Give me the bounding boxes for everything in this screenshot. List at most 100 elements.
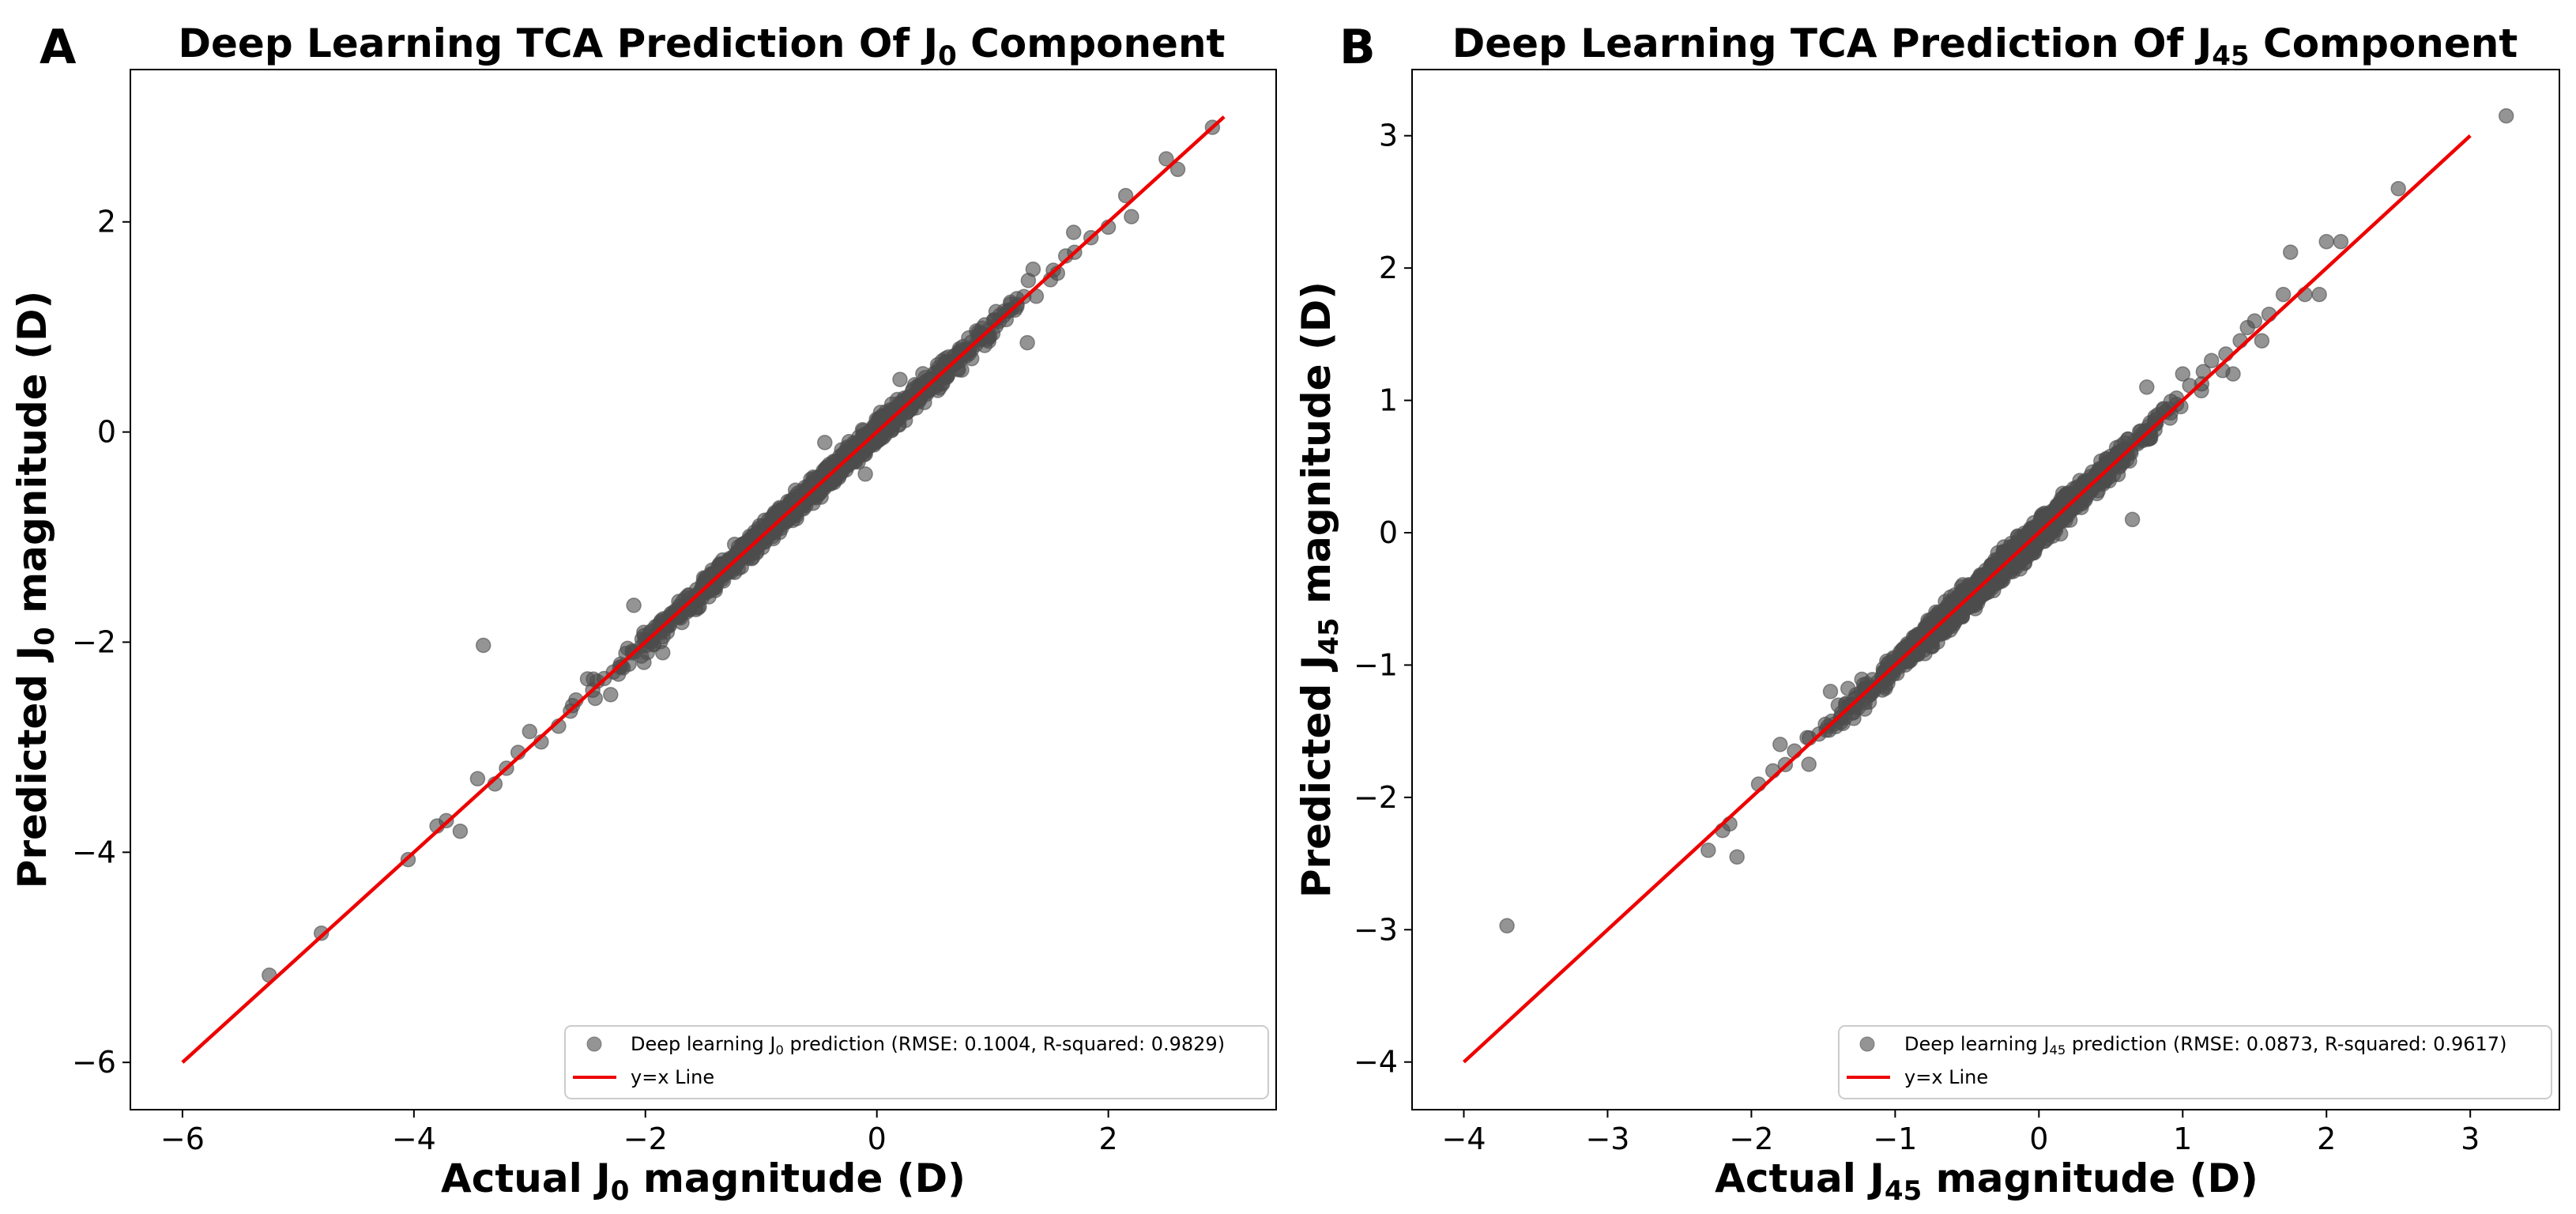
scatter-point [2333, 233, 2349, 250]
y-tick-label: 2 [97, 205, 116, 239]
scatter-point [469, 771, 486, 787]
identity-line-a [181, 115, 1226, 1064]
y-tick-label: 1 [1379, 383, 1398, 418]
legend-label-line-b: y=x Line [1904, 1066, 1988, 1088]
scatter-point [1772, 737, 1788, 752]
scatter-point [687, 601, 704, 617]
scatter-point [2139, 379, 2155, 395]
scatter-point [1840, 681, 1856, 696]
scatter-point [1124, 209, 1139, 224]
scatter-point [2498, 107, 2514, 124]
x-axis-label-b: Actual J45 magnitude (D) [1715, 1156, 2258, 1207]
y-equals-x-line [1462, 134, 2472, 1064]
legend-label-line-a: y=x Line [631, 1066, 714, 1088]
scatter-point [1822, 684, 1839, 699]
scatter-point [671, 594, 687, 609]
chart-title-a: Deep Learning TCA Prediction Of J0 Compo… [179, 21, 1226, 72]
scatter-point [1830, 697, 1847, 713]
legend-marker-scatter-a [586, 1036, 602, 1052]
scatter-point [769, 504, 785, 521]
scatter-point [855, 423, 872, 439]
ticks-a: −6 −4 −2 0 2 −6 −4 −2 0 2 [72, 205, 1118, 1156]
panel-letter-a: A [40, 20, 77, 75]
x-tick-label: −1 [1873, 1122, 1917, 1156]
legend-marker-scatter-b [1859, 1036, 1875, 1052]
scatter-point [2175, 366, 2191, 382]
scatter-point [1117, 187, 1134, 204]
x-tick-label: −4 [1441, 1122, 1486, 1156]
scatter-point [817, 435, 833, 451]
scatter-points-b [1499, 107, 2514, 934]
scatter-point [2282, 244, 2299, 260]
legend-b: Deep learning J45 prediction (RMSE: 0.08… [1838, 1025, 2552, 1099]
panel-b: B Deep Learning TCA Prediction Of J45 Co… [1294, 20, 2560, 1207]
scatter-point [587, 690, 604, 707]
x-tick-label: 0 [868, 1122, 887, 1156]
plot-frame-a [130, 69, 1277, 1110]
y-tick-label: −6 [72, 1045, 116, 1080]
x-tick-label: 3 [2461, 1122, 2480, 1156]
y-axis-label-a: Predicted J0 magnitude (D) [9, 291, 61, 889]
scatter-point [620, 640, 636, 657]
x-tick-label: 2 [2317, 1122, 2336, 1156]
scatter-point [1158, 151, 1174, 167]
scatter-point [654, 645, 671, 661]
x-tick-label: 1 [2173, 1122, 2192, 1156]
scatter-point [1025, 261, 1041, 277]
scatter-point [1499, 918, 1515, 934]
y-tick-label: −2 [72, 624, 116, 659]
x-tick-label: −2 [1729, 1122, 1773, 1156]
scatter-point [626, 598, 642, 613]
x-tick-label: −2 [623, 1122, 668, 1156]
scatter-point [2124, 511, 2141, 528]
panel-letter-b: B [1339, 20, 1376, 75]
scatter-point [579, 671, 596, 687]
scatter-point [2254, 333, 2270, 349]
x-axis-label-a: Actual J0 magnitude (D) [441, 1156, 966, 1207]
y-tick-label: −4 [72, 835, 116, 869]
ticks-b: −4 −3 −2 −1 0 1 2 3 −4 −3 −2 −1 0 1 2 3 [1354, 119, 2480, 1156]
x-tick-label: −4 [392, 1122, 436, 1156]
scatter-point [1801, 756, 1817, 772]
scatter-point [313, 925, 330, 941]
y-tick-label: −2 [1354, 780, 1398, 815]
scatter-point [892, 371, 908, 387]
scatter-point [2203, 353, 2220, 369]
y-axis-label-b: Predicted J45 magnitude (D) [1294, 281, 1345, 898]
scatter-point [2318, 233, 2334, 250]
y-tick-label: −3 [1354, 912, 1398, 947]
x-tick-label: 2 [1099, 1122, 1118, 1156]
legend-label-scatter-a: Deep learning J0 prediction (RMSE: 0.100… [631, 1033, 1225, 1058]
scatter-point [799, 492, 815, 507]
scatter-point [2311, 286, 2327, 303]
x-tick-label: −6 [160, 1122, 205, 1156]
legend-a: Deep learning J0 prediction (RMSE: 0.100… [564, 1025, 1269, 1099]
y-tick-label: −4 [1354, 1045, 1398, 1080]
chart-title-b: Deep Learning TCA Prediction Of J45 Comp… [1452, 21, 2518, 72]
scatter-point [1879, 662, 1895, 677]
legend-box-a [564, 1025, 1269, 1099]
scatter-point [2127, 432, 2143, 449]
scatter-point [522, 723, 538, 740]
scatter-point [475, 637, 491, 654]
scatter-point [1700, 843, 1716, 858]
scatter-point [1169, 161, 1186, 178]
scatter-point [2246, 313, 2263, 329]
scatter-point [1065, 224, 1082, 240]
y-tick-label: −1 [1354, 647, 1398, 682]
scatter-point [1729, 849, 1745, 865]
scatter-point [1854, 671, 1870, 688]
scatter-point [603, 687, 619, 703]
scatter-point [857, 466, 873, 482]
plot-frame-b [1411, 69, 2560, 1110]
identity-line-b [1462, 134, 2472, 1064]
scatter-point [2275, 286, 2292, 303]
scatter-point [2390, 180, 2406, 197]
scatter-point [890, 402, 906, 418]
legend-box-b [1838, 1025, 2552, 1099]
y-tick-label: 2 [1379, 251, 1398, 285]
y-tick-label: 3 [1379, 119, 1398, 153]
legend-label-scatter-b: Deep learning J45 prediction (RMSE: 0.08… [1904, 1033, 2506, 1058]
panel-a: A Deep Learning TCA Prediction Of J0 Com… [9, 20, 1277, 1207]
